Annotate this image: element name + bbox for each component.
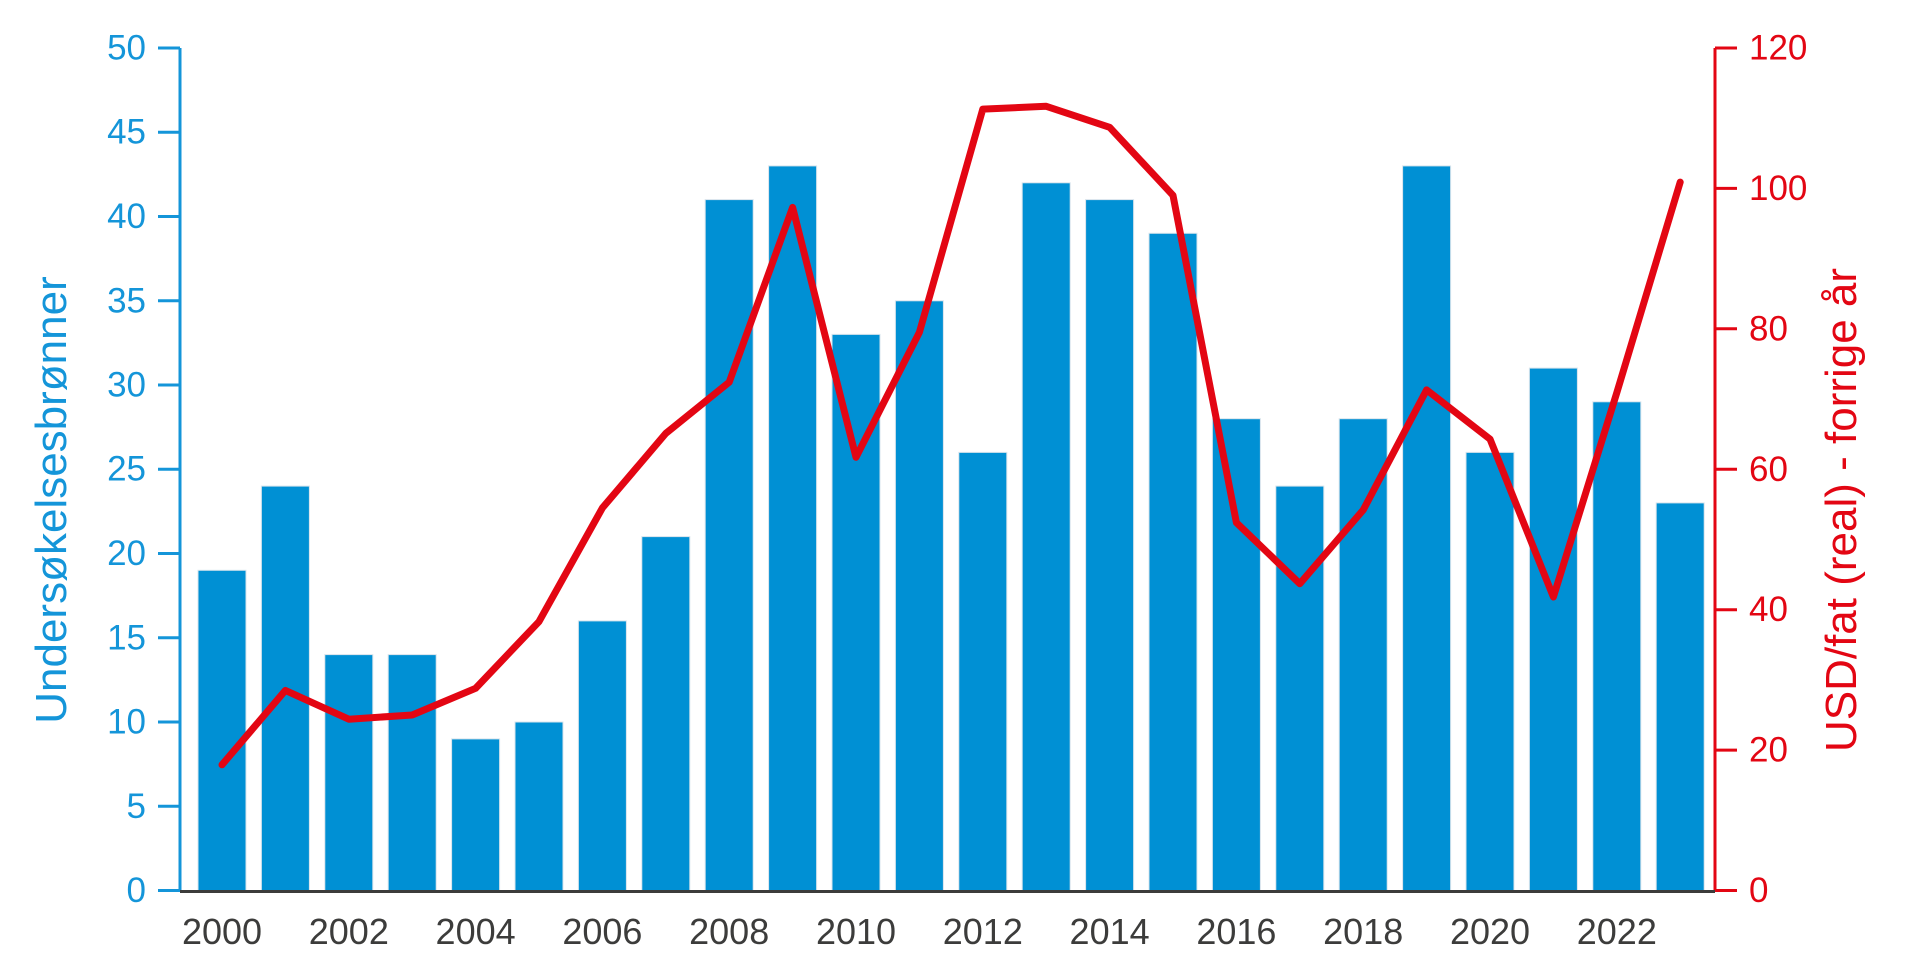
right-axis-tick-label-120: 120 [1749, 29, 1807, 68]
bar-2015 [1148, 232, 1198, 892]
x-axis-label-2022: 2022 [1577, 911, 1657, 952]
bar-2007 [641, 536, 691, 891]
line-series [218, 102, 1684, 769]
x-axis-label-2014: 2014 [1070, 911, 1150, 952]
bar-2012 [958, 451, 1008, 891]
x-axis-label-2018: 2018 [1323, 911, 1403, 952]
bar-2013 [1021, 182, 1071, 892]
right-axis-tick-label-0: 0 [1749, 871, 1768, 910]
right-axis-tick-label-60: 60 [1749, 450, 1788, 489]
left-axis: 0 5 10 15 20 25 30 35 40 45 50 [107, 29, 182, 910]
bar-2002 [324, 654, 374, 891]
left-axis-tick-label-35: 35 [107, 281, 146, 320]
bar-2016 [1211, 418, 1261, 891]
left-axis-tick-label-50: 50 [107, 29, 146, 68]
bar-2004 [451, 738, 501, 892]
left-axis-tick-label-15: 15 [107, 618, 146, 657]
bar-2023 [1655, 502, 1705, 891]
x-axis: 2000 2002 2004 2006 2008 2010 2012 2014 2016 2018… [180, 890, 1715, 952]
right-axis-tick-label-20: 20 [1749, 731, 1788, 770]
bar-2000 [197, 569, 247, 891]
right-axis-tick-label-100: 100 [1749, 169, 1807, 208]
bar-2006 [577, 620, 627, 892]
bar-2011 [894, 300, 944, 892]
bar-series [197, 165, 1705, 892]
left-axis-tick-label-10: 10 [107, 703, 146, 742]
left-axis-tick-label-40: 40 [107, 197, 146, 236]
left-axis-tick-label-25: 25 [107, 450, 146, 489]
price-line [218, 102, 1684, 769]
right-axis-tick-label-80: 80 [1749, 309, 1788, 348]
bar-2009 [768, 165, 818, 891]
left-axis-tick-label-0: 0 [127, 871, 146, 910]
x-axis-label-2004: 2004 [436, 911, 516, 952]
x-axis-label-2012: 2012 [943, 911, 1023, 952]
x-axis-label-2010: 2010 [816, 911, 896, 952]
left-axis-tick-label-45: 45 [107, 113, 146, 152]
bar-2008 [704, 199, 754, 892]
x-axis-label-2006: 2006 [562, 911, 642, 952]
bar-2014 [1085, 199, 1135, 892]
x-axis-label-2000: 2000 [182, 911, 262, 952]
left-axis-tick-label-30: 30 [107, 366, 146, 405]
bar-2018 [1338, 418, 1388, 891]
x-axis-label-2020: 2020 [1450, 911, 1530, 952]
bar-2022 [1592, 401, 1642, 891]
left-axis-tick-label-5: 5 [127, 787, 146, 826]
bar-2017 [1275, 485, 1325, 891]
bar-2003 [387, 654, 437, 891]
left-axis-title: Undersøkelsesbrønner [27, 276, 76, 724]
bar-2021 [1528, 367, 1578, 892]
bar-2005 [514, 721, 564, 891]
bar-2020 [1465, 451, 1515, 891]
right-axis: 0 20 40 60 80 100 120 [1713, 29, 1807, 910]
x-axis-label-2016: 2016 [1196, 911, 1276, 952]
left-axis-tick-label-20: 20 [107, 534, 146, 573]
bar-2019 [1402, 165, 1452, 891]
right-axis-title: USD/fat (real) - forrige år [1817, 268, 1866, 752]
right-axis-tick-label-40: 40 [1749, 590, 1788, 629]
x-axis-label-2008: 2008 [689, 911, 769, 952]
x-axis-label-2002: 2002 [309, 911, 389, 952]
